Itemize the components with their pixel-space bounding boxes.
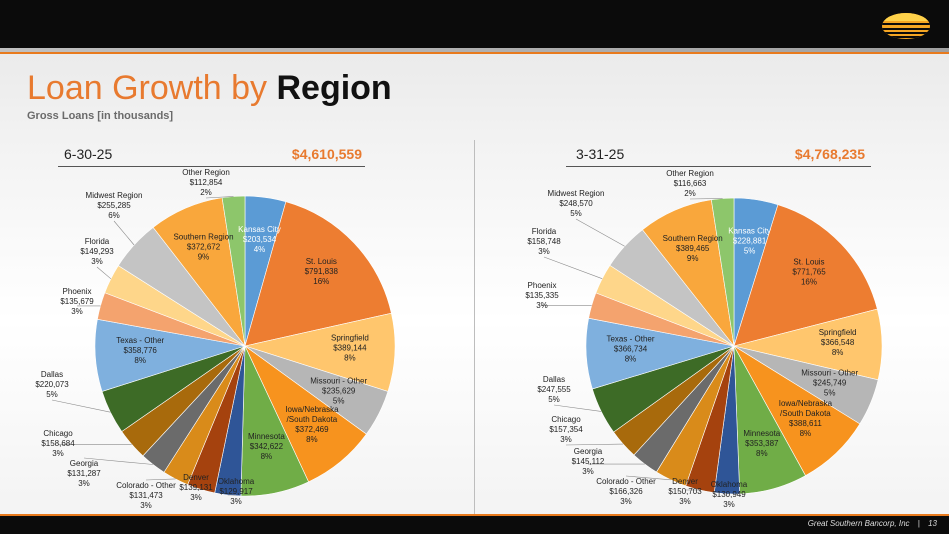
slice-label-missouri-other: Missouri - Other $235,629 5% (310, 376, 367, 405)
slice-label-minnesota: Minnesota $342,622 8% (248, 432, 285, 461)
company-logo-icon (882, 13, 930, 39)
slice-label-chicago: Chicago $157,354 3% (549, 415, 583, 444)
slice-label-kansas-city: Kansas City $203,534 4% (238, 225, 281, 254)
slice-label-colorado-other: Colorado - Other $131,473 3% (116, 481, 176, 510)
slice-label-southern-region: Southern Region $372,672 9% (173, 233, 233, 262)
chart1-total: $4,610,559 (291, 146, 362, 162)
title-prefix: Loan Growth by (27, 69, 277, 107)
slice-label-phoenix: Phoenix $135,679 3% (60, 287, 94, 316)
slice-label-other-region: Other Region $112,854 2% (182, 168, 230, 197)
leader-line-midwest-region (113, 220, 135, 246)
leader-line-midwest-region (575, 218, 625, 247)
chart2-period: 3-31-25 (576, 146, 625, 162)
top-accent-stripe (0, 52, 949, 54)
slice-label-st-louis: St. Louis $771,765 16% (792, 258, 826, 287)
footer-separator: | (917, 519, 920, 528)
chart2-total: $4,768,235 (794, 146, 865, 162)
leader-line-colorado-other (145, 478, 176, 481)
leader-line-chicago (565, 443, 624, 446)
slice-label-midwest-region: Midwest Region $255,285 6% (86, 191, 143, 220)
footer-accent-stripe (0, 514, 949, 516)
slice-label-texas-other: Texas - Other $366,734 8% (606, 335, 654, 364)
slice-label-springfield: Springfield $389,144 8% (331, 334, 369, 363)
pie-labels-2: Kansas City $228,881 5% St. Louis $771,765 16… (525, 169, 858, 509)
slice-label-phoenix: Phoenix $135,335 3% (525, 281, 559, 310)
leader-line-other-region (205, 196, 234, 199)
pie-slice-st-louis (244, 201, 392, 347)
title-emphasis: Region (276, 69, 392, 107)
leader-line-dallas (553, 404, 602, 412)
page-title: Loan Growth by Region (27, 68, 392, 108)
slice-label-minnesota: Minnesota $353,387 8% (743, 429, 780, 458)
slice-label-georgia: Georgia $145,112 3% (572, 447, 605, 476)
slice-label-colorado-other: Colorado - Other $166,326 3% (596, 477, 656, 506)
chart2-header-rule (566, 166, 871, 167)
slice-label-other-region: Other Region $116,663 2% (666, 169, 714, 198)
slice-label-southern-region: Southern Region $389,465 9% (663, 234, 723, 263)
slice-label-iowa-nebraska-south-dakota: Iowa/Nebraska/South Dakota $388,611 8% (779, 399, 833, 438)
chart1-period: 6-30-25 (64, 146, 113, 162)
top-bar (0, 0, 949, 48)
page-number: 13 (928, 519, 937, 528)
slice-label-chicago: Chicago $158,684 3% (41, 429, 75, 458)
slice-label-dallas: Dallas $220,073 5% (35, 370, 69, 399)
slice-label-dallas: Dallas $247,555 5% (537, 375, 571, 404)
slice-label-kansas-city: Kansas City $228,881 5% (728, 227, 771, 256)
slice-label-florida: Florida $149,293 3% (80, 237, 114, 266)
slice-label-oklahoma: Oklahoma $129,917 3% (218, 477, 255, 506)
slice-label-denver: Denver $150,703 3% (668, 477, 702, 506)
footer-bar (0, 516, 949, 534)
pie-slice-st-louis (733, 204, 878, 347)
slice-label-st-louis: St. Louis $791,838 16% (305, 257, 339, 286)
footer: Great Southern Bancorp, Inc | 13 (808, 519, 937, 528)
slice-label-denver: Denver $139,131 3% (179, 473, 213, 502)
pie-chart-2 (585, 197, 883, 495)
leader-line-other-region (689, 198, 723, 200)
slice-label-midwest-region: Midwest Region $248,570 5% (548, 189, 605, 218)
page-subtitle: Gross Loans [in thousands] (27, 110, 174, 122)
footer-company: Great Southern Bancorp, Inc (807, 519, 910, 528)
slice-label-georgia: Georgia $131,287 3% (67, 459, 101, 488)
slice-label-texas-other: Texas - Other $358,776 8% (116, 336, 164, 365)
leader-line-florida (96, 266, 112, 280)
slice-label-florida: Florida $158,748 3% (527, 227, 561, 256)
leader-line-georgia (83, 457, 154, 465)
slice-label-oklahoma: Oklahoma $130,949 3% (711, 480, 748, 509)
pie-slice-other-region (710, 197, 735, 347)
leader-line-dallas (51, 399, 111, 413)
slice-label-iowa-nebraska-south-dakota: Iowa/Nebraska/South Dakota $372,469 8% (285, 405, 339, 444)
leader-line-florida (543, 256, 603, 279)
slice-label-springfield: Springfield $366,548 8% (819, 328, 857, 357)
pie-labels-1: Kansas City $203,534 4% St. Louis $791,838 16… (35, 168, 368, 510)
chart-divider (474, 140, 475, 515)
top-stripe (0, 48, 949, 52)
pie-chart-1 (94, 195, 396, 497)
pie-slice-other-region (221, 195, 246, 347)
chart1-header-rule (58, 166, 365, 167)
slice-label-missouri-other: Missouri - Other $245,749 5% (801, 369, 858, 398)
leader-line-colorado-other (625, 475, 671, 481)
